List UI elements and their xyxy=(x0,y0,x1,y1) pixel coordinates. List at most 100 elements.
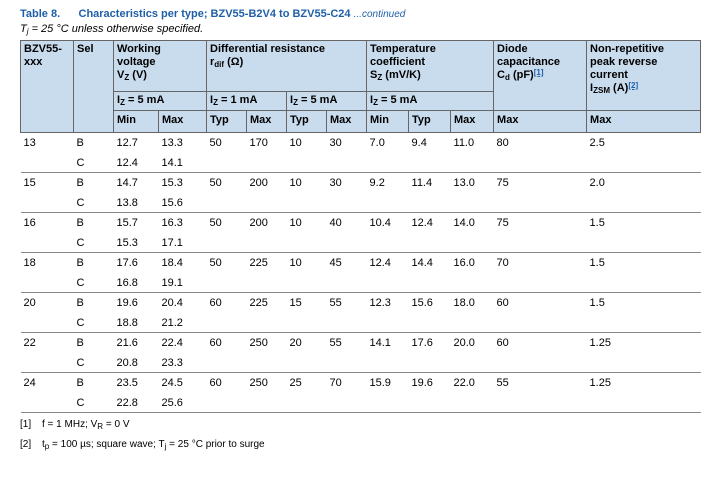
cell: 15 xyxy=(289,297,302,309)
data-row: C 22.8 25.6 xyxy=(21,392,701,413)
cell: 22.0 xyxy=(453,377,475,389)
header-cell: Differential resistance rdif (Ω) xyxy=(206,40,368,92)
condition: Tj = 25 °C unless otherwise specified. xyxy=(20,23,203,36)
header-line: VZ (V) xyxy=(117,69,203,82)
subscript: Z xyxy=(373,98,378,107)
empty-cell xyxy=(366,152,409,173)
table-body: 13 B 12.7 13.3 50 170 10 30 7.0 9.4 11.0 80 2.5 C 12.4… xyxy=(20,132,701,413)
data-row: 24 B 23.5 24.5 60 250 25 70 15.9 19.6 22.0 55 1.25 xyxy=(20,372,701,413)
empty-cell xyxy=(326,232,367,253)
header-line: SZ (mV/K) xyxy=(370,69,490,82)
cell: 15.3 xyxy=(161,177,183,189)
data-row: C 15.3 17.1 xyxy=(21,232,701,253)
limit-cell: Max xyxy=(450,110,495,133)
text: peak reverse xyxy=(590,56,658,68)
cell: 17.6 xyxy=(411,337,433,349)
text: xxx xyxy=(24,56,43,68)
empty-cell xyxy=(450,312,494,333)
empty-cell xyxy=(286,312,327,333)
cell: 14.1 xyxy=(369,337,391,349)
cell: B xyxy=(76,217,84,229)
cell: C xyxy=(73,392,114,413)
condition-cell: IZ = 5 mA xyxy=(286,91,368,111)
text: t xyxy=(42,439,45,450)
type-cell: 22 xyxy=(20,332,74,373)
cell: 20.4 xyxy=(161,297,183,309)
empty-cell xyxy=(206,272,247,293)
header-cell: Temperature coefficient SZ (mV/K) xyxy=(366,40,495,92)
empty-cell xyxy=(408,272,451,293)
empty-cell xyxy=(450,152,494,173)
limit-cell: Max xyxy=(326,110,368,133)
empty-cell xyxy=(286,392,327,413)
cell: 14.0 xyxy=(453,217,475,229)
footnote-link[interactable]: [2] xyxy=(628,81,639,90)
data-row: 22 B 21.6 22.4 60 250 20 55 14.1 17.6 20.0 60 1.25 xyxy=(20,332,701,373)
cell: 23.3 xyxy=(158,352,207,373)
header-line: Differential resistance xyxy=(210,43,363,56)
cell: 14.1 xyxy=(158,152,207,173)
text: r xyxy=(210,56,215,68)
cell: B xyxy=(76,337,84,349)
text: = 100 µs; square wave; T xyxy=(49,439,165,450)
subscript: Z xyxy=(120,98,125,107)
text: I xyxy=(590,82,594,94)
empty-cell xyxy=(408,192,451,213)
text: voltage xyxy=(117,56,156,68)
type-cell: 20 xyxy=(20,292,74,333)
cell: 19.1 xyxy=(158,272,207,293)
empty-cell xyxy=(366,232,409,253)
cell: 60 xyxy=(209,377,222,389)
condition-cell: IZ = 5 mA xyxy=(112,91,208,111)
header-line: peak reverse xyxy=(590,56,697,69)
text: I xyxy=(370,94,374,106)
text: (pF) xyxy=(509,69,534,81)
text: I xyxy=(290,94,294,106)
text: BZV55- xyxy=(24,43,62,55)
text: (A) xyxy=(610,82,629,94)
empty-cell xyxy=(493,232,587,253)
footnote-mark: [1] xyxy=(20,419,32,430)
header-line: current xyxy=(590,69,697,82)
cell: 170 xyxy=(249,137,268,149)
empty-cell xyxy=(326,352,367,373)
header-line: Diode xyxy=(497,43,583,56)
cell: 50 xyxy=(209,177,222,189)
empty-cell xyxy=(408,392,451,413)
type-cell: 24 xyxy=(20,372,74,413)
cell: 16.8 xyxy=(113,272,159,293)
cell: 55 xyxy=(329,297,342,309)
cell: 22.4 xyxy=(161,337,183,349)
cell: 20.8 xyxy=(113,352,159,373)
cell: 60 xyxy=(496,297,509,309)
header-cell: BZV55- xxx xyxy=(20,40,74,133)
subscript: j xyxy=(26,27,29,36)
footnotes: [1] f = 1 MHz; VR = 0 V [2] tp = 100 µs; sq… xyxy=(20,419,265,459)
cell: 50 xyxy=(209,137,222,149)
continued-note: ...continued xyxy=(353,9,406,20)
text: (V) xyxy=(129,69,147,81)
text: Sel xyxy=(77,43,94,55)
cell: C xyxy=(73,312,114,333)
cell: 24.5 xyxy=(161,377,183,389)
empty-cell xyxy=(246,312,287,333)
empty-cell xyxy=(408,232,451,253)
cell: 2.0 xyxy=(589,177,605,189)
cell: 15.3 xyxy=(113,232,159,253)
cell: 14.7 xyxy=(116,177,138,189)
empty-cell xyxy=(586,352,701,373)
cell: 15.9 xyxy=(369,377,391,389)
empty-cell xyxy=(326,392,367,413)
empty-cell xyxy=(493,352,587,373)
type-cell: 18 xyxy=(20,252,74,293)
footnote: [2] tp = 100 µs; square wave; Tj = 25 °C … xyxy=(20,439,265,459)
limit-cell: Max xyxy=(246,110,288,133)
text: = 0 V xyxy=(103,419,130,430)
footnote-link[interactable]: [1] xyxy=(533,68,544,77)
limit-cell: Typ xyxy=(286,110,328,133)
text: coefficient xyxy=(370,56,426,68)
cell: 200 xyxy=(249,217,268,229)
text: I xyxy=(117,94,121,106)
empty-cell xyxy=(493,152,587,173)
text: = 5 mA xyxy=(297,94,338,106)
